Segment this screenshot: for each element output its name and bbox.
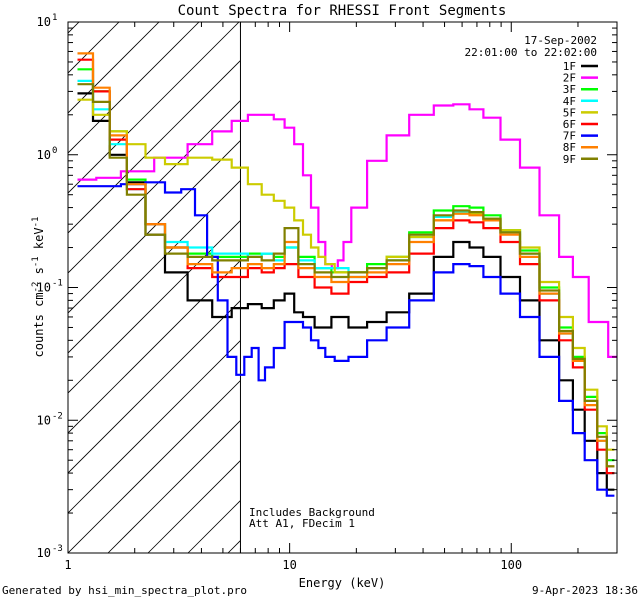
y-axis-label-exponent: -1 (31, 217, 41, 228)
y-tick-label: 10 (37, 281, 51, 295)
x-tick-label: 10 (282, 558, 296, 572)
legend-label-6f: 6F (563, 118, 576, 131)
hatch-line (68, 139, 241, 314)
y-axis-label: counts cm-2 s-1 keV-1 (31, 217, 46, 358)
series-line-2f (77, 103, 617, 358)
hatch-line (68, 99, 241, 274)
y-axis-label-exponent: -2 (31, 282, 41, 293)
y-tick-exponent: 1 (52, 13, 57, 23)
legend-label-5f: 5F (563, 106, 576, 119)
legend-label-3f: 3F (563, 83, 576, 96)
hatch-line (68, 22, 240, 194)
hatch-line (68, 299, 241, 474)
legend-label-7f: 7F (563, 130, 576, 143)
y-axis-label-part: s (32, 267, 46, 281)
x-tick-label: 1 (64, 558, 71, 572)
footer-timestamp: 9-Apr-2023 18:36 (532, 584, 638, 597)
y-tick-exponent: 0 (52, 146, 57, 156)
legend-label-4f: 4F (563, 95, 576, 108)
series-group (77, 52, 617, 497)
y-tick-label: 10 (37, 413, 51, 427)
series-line-7f (77, 181, 615, 497)
legend-label-9f: 9F (563, 153, 576, 166)
x-tick-labels: 1 10 100 (64, 558, 522, 572)
y-tick-exponent: -3 (52, 544, 63, 554)
series-line-9f (77, 83, 615, 468)
x-tick-label: 100 (500, 558, 522, 572)
time-range-label: 22:01:00 to 22:02:00 (465, 46, 597, 59)
y-tick-label: 10 (37, 148, 51, 162)
x-axis-label: Energy (keV) (299, 576, 386, 590)
series-line-1f (77, 92, 615, 491)
legend-label-2f: 2F (563, 72, 576, 85)
y-tick-exponent: -2 (52, 411, 63, 421)
y-tick-exponent: -1 (52, 279, 63, 289)
chart-title: Count Spectra for RHESSI Front Segments (178, 3, 507, 19)
hatch-line (68, 22, 160, 114)
y-tick-label: 10 (37, 546, 51, 560)
hatch-line (107, 419, 241, 553)
y-axis-label-part: keV (32, 227, 46, 256)
series-line-8f (77, 52, 615, 468)
legend-label-1f: 1F (563, 60, 576, 73)
footer-generator: Generated by hsi_min_spectra_plot.pro (2, 584, 247, 597)
date-label: 17-Sep-2002 (524, 34, 597, 47)
hatch-line (68, 22, 200, 154)
attenuator-note: Att A1, FDecim 1 (249, 517, 355, 530)
hatch-line (68, 379, 241, 553)
y-axis-label-exponent: -1 (31, 256, 41, 267)
axis-ticks (67, 21, 618, 554)
hatch-line (68, 339, 241, 514)
background-note: Includes Background (249, 506, 375, 519)
y-tick-label: 10 (37, 15, 51, 29)
y-axis-label-part: counts cm (32, 292, 46, 357)
legend-label-8f: 8F (563, 141, 576, 154)
